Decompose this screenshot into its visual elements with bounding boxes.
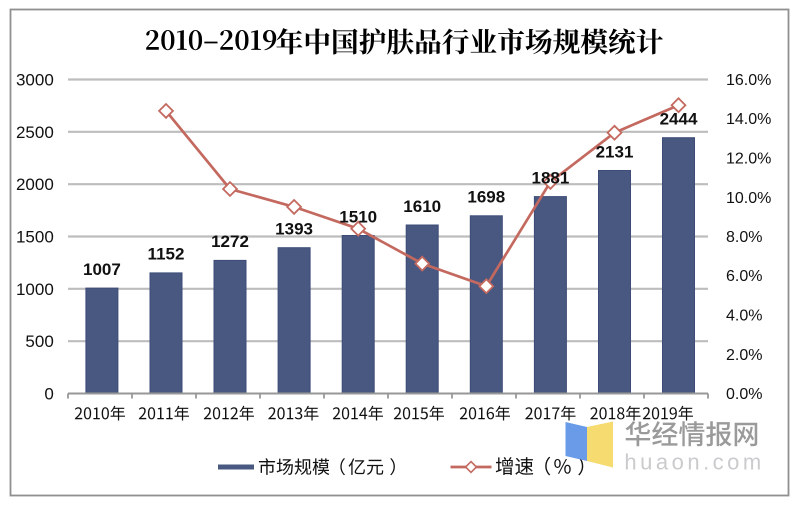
svg-text:12.0%: 12.0% bbox=[726, 151, 771, 168]
svg-text:1881: 1881 bbox=[531, 168, 569, 187]
svg-text:2500: 2500 bbox=[16, 123, 54, 142]
svg-text:16.0%: 16.0% bbox=[726, 72, 771, 89]
svg-text:3000: 3000 bbox=[16, 71, 54, 90]
svg-text:1698: 1698 bbox=[467, 188, 505, 207]
svg-text:0: 0 bbox=[44, 385, 53, 404]
svg-text:8.0%: 8.0% bbox=[726, 229, 762, 246]
svg-text:0.0%: 0.0% bbox=[726, 386, 762, 403]
svg-text:1393: 1393 bbox=[275, 220, 313, 239]
svg-text:1510: 1510 bbox=[339, 207, 377, 226]
svg-text:10.0%: 10.0% bbox=[726, 190, 771, 207]
svg-text:1152: 1152 bbox=[148, 245, 185, 264]
svg-text:2.0%: 2.0% bbox=[726, 347, 762, 364]
svg-text:1610: 1610 bbox=[403, 197, 441, 216]
svg-text:1007: 1007 bbox=[83, 260, 121, 279]
svg-text:huaon.com: huaon.com bbox=[624, 450, 764, 475]
svg-text:2131: 2131 bbox=[596, 142, 634, 161]
svg-text:6.0%: 6.0% bbox=[726, 268, 762, 285]
svg-text:2444: 2444 bbox=[660, 110, 698, 129]
svg-text:4.0%: 4.0% bbox=[726, 308, 762, 325]
svg-text:1000: 1000 bbox=[16, 280, 54, 299]
svg-text:2000: 2000 bbox=[16, 175, 54, 194]
svg-text:1500: 1500 bbox=[16, 228, 54, 247]
svg-text:14.0%: 14.0% bbox=[726, 111, 771, 128]
svg-text:1272: 1272 bbox=[211, 232, 249, 251]
svg-text:500: 500 bbox=[25, 332, 53, 351]
